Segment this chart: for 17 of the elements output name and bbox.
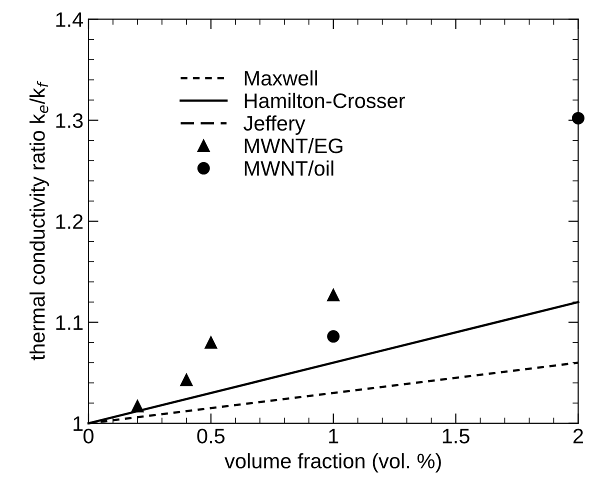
x-tick-label: 0 — [84, 428, 94, 444]
y-tick-label: 1.3 — [56, 113, 83, 128]
y-tick-label: 1.2 — [56, 214, 83, 229]
y-tick-label: 1.1 — [56, 315, 83, 330]
y-tick-label: 1 — [74, 416, 83, 431]
legend-label: MWNT/EG — [244, 138, 342, 154]
x-tick-label: 2 — [573, 428, 583, 444]
legend-label: Hamilton-Crosser — [244, 92, 405, 108]
legend-label: Jeffery — [244, 115, 306, 135]
legend-label: MWNT/oil — [244, 160, 334, 176]
x-tick-label: 0.5 — [197, 428, 225, 444]
legend-label: Maxwell — [244, 70, 318, 86]
x-tick-label: 1 — [329, 428, 338, 444]
y-axis-title: thermal conductivity ratio k$_{e}$/k$_{f}$ — [30, 80, 49, 360]
x-axis-title: volume fraction (vol. %) — [224, 453, 441, 473]
x-tick-label: 1.5 — [442, 428, 470, 444]
y-tick-label: 1.4 — [56, 12, 84, 27]
